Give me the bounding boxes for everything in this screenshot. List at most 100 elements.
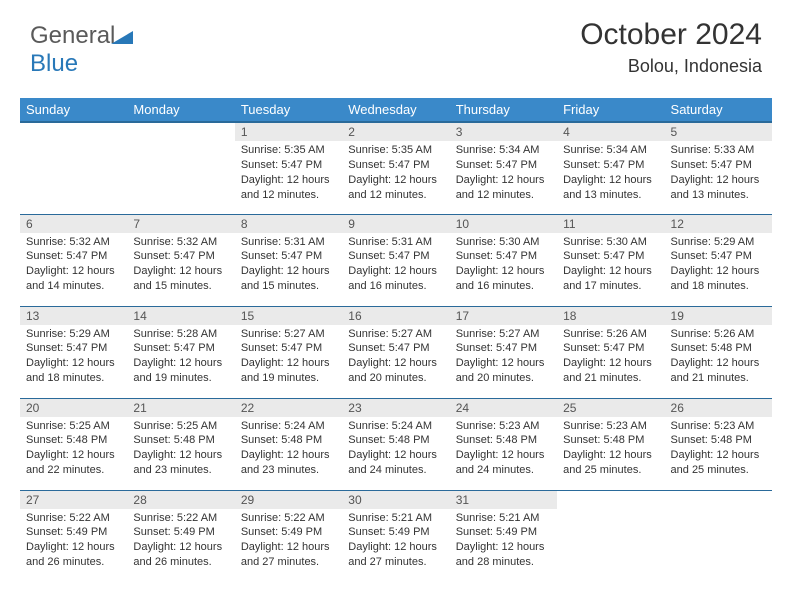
day-details: Sunrise: 5:32 AMSunset: 5:47 PMDaylight:… <box>20 233 127 296</box>
day-number: 10 <box>450 215 557 233</box>
weekday-header: Saturday <box>665 98 772 122</box>
day-details: Sunrise: 5:31 AMSunset: 5:47 PMDaylight:… <box>342 233 449 296</box>
calendar-row: 1Sunrise: 5:35 AMSunset: 5:47 PMDaylight… <box>20 122 772 214</box>
calendar-day-cell: 6Sunrise: 5:32 AMSunset: 5:47 PMDaylight… <box>20 214 127 306</box>
day-number: 3 <box>450 123 557 141</box>
day-number: 17 <box>450 307 557 325</box>
day-details: Sunrise: 5:30 AMSunset: 5:47 PMDaylight:… <box>450 233 557 296</box>
day-details: Sunrise: 5:26 AMSunset: 5:48 PMDaylight:… <box>665 325 772 388</box>
calendar-empty-cell <box>557 490 664 582</box>
calendar-day-cell: 31Sunrise: 5:21 AMSunset: 5:49 PMDayligh… <box>450 490 557 582</box>
day-details: Sunrise: 5:27 AMSunset: 5:47 PMDaylight:… <box>235 325 342 388</box>
logo-triangle-icon <box>111 29 133 45</box>
day-details: Sunrise: 5:29 AMSunset: 5:47 PMDaylight:… <box>20 325 127 388</box>
day-number: 2 <box>342 123 449 141</box>
weekday-header: Tuesday <box>235 98 342 122</box>
day-details: Sunrise: 5:24 AMSunset: 5:48 PMDaylight:… <box>342 417 449 480</box>
day-details: Sunrise: 5:34 AMSunset: 5:47 PMDaylight:… <box>450 141 557 204</box>
calendar-day-cell: 24Sunrise: 5:23 AMSunset: 5:48 PMDayligh… <box>450 398 557 490</box>
calendar-day-cell: 5Sunrise: 5:33 AMSunset: 5:47 PMDaylight… <box>665 122 772 214</box>
day-number: 20 <box>20 399 127 417</box>
day-details: Sunrise: 5:21 AMSunset: 5:49 PMDaylight:… <box>342 509 449 572</box>
day-number: 19 <box>665 307 772 325</box>
day-number: 12 <box>665 215 772 233</box>
day-details: Sunrise: 5:34 AMSunset: 5:47 PMDaylight:… <box>557 141 664 204</box>
month-title: October 2024 <box>580 18 762 52</box>
calendar-day-cell: 1Sunrise: 5:35 AMSunset: 5:47 PMDaylight… <box>235 122 342 214</box>
calendar-day-cell: 23Sunrise: 5:24 AMSunset: 5:48 PMDayligh… <box>342 398 449 490</box>
calendar-day-cell: 22Sunrise: 5:24 AMSunset: 5:48 PMDayligh… <box>235 398 342 490</box>
calendar-day-cell: 12Sunrise: 5:29 AMSunset: 5:47 PMDayligh… <box>665 214 772 306</box>
day-number: 23 <box>342 399 449 417</box>
day-number: 29 <box>235 491 342 509</box>
day-number: 4 <box>557 123 664 141</box>
calendar-day-cell: 17Sunrise: 5:27 AMSunset: 5:47 PMDayligh… <box>450 306 557 398</box>
day-number: 6 <box>20 215 127 233</box>
weekday-header: Thursday <box>450 98 557 122</box>
brand-part2: Blue <box>30 50 78 77</box>
day-details: Sunrise: 5:35 AMSunset: 5:47 PMDaylight:… <box>235 141 342 204</box>
calendar-day-cell: 15Sunrise: 5:27 AMSunset: 5:47 PMDayligh… <box>235 306 342 398</box>
day-number: 9 <box>342 215 449 233</box>
day-number: 1 <box>235 123 342 141</box>
calendar-day-cell: 21Sunrise: 5:25 AMSunset: 5:48 PMDayligh… <box>127 398 234 490</box>
day-details: Sunrise: 5:28 AMSunset: 5:47 PMDaylight:… <box>127 325 234 388</box>
calendar-day-cell: 19Sunrise: 5:26 AMSunset: 5:48 PMDayligh… <box>665 306 772 398</box>
brand-part1: General <box>30 22 115 49</box>
header-right: October 2024 Bolou, Indonesia <box>580 18 762 77</box>
day-details: Sunrise: 5:21 AMSunset: 5:49 PMDaylight:… <box>450 509 557 572</box>
day-number: 26 <box>665 399 772 417</box>
calendar-day-cell: 10Sunrise: 5:30 AMSunset: 5:47 PMDayligh… <box>450 214 557 306</box>
day-number: 11 <box>557 215 664 233</box>
day-number: 18 <box>557 307 664 325</box>
calendar-row: 13Sunrise: 5:29 AMSunset: 5:47 PMDayligh… <box>20 306 772 398</box>
weekday-header-row: SundayMondayTuesdayWednesdayThursdayFrid… <box>20 98 772 122</box>
brand-logo: General Blue <box>30 22 133 78</box>
day-details: Sunrise: 5:23 AMSunset: 5:48 PMDaylight:… <box>557 417 664 480</box>
calendar-day-cell: 18Sunrise: 5:26 AMSunset: 5:47 PMDayligh… <box>557 306 664 398</box>
day-number: 7 <box>127 215 234 233</box>
day-number: 28 <box>127 491 234 509</box>
day-number: 15 <box>235 307 342 325</box>
day-details: Sunrise: 5:27 AMSunset: 5:47 PMDaylight:… <box>450 325 557 388</box>
day-details: Sunrise: 5:33 AMSunset: 5:47 PMDaylight:… <box>665 141 772 204</box>
calendar-day-cell: 28Sunrise: 5:22 AMSunset: 5:49 PMDayligh… <box>127 490 234 582</box>
weekday-header: Monday <box>127 98 234 122</box>
day-details: Sunrise: 5:29 AMSunset: 5:47 PMDaylight:… <box>665 233 772 296</box>
calendar-empty-cell <box>665 490 772 582</box>
weekday-header: Sunday <box>20 98 127 122</box>
calendar-day-cell: 9Sunrise: 5:31 AMSunset: 5:47 PMDaylight… <box>342 214 449 306</box>
calendar-row: 6Sunrise: 5:32 AMSunset: 5:47 PMDaylight… <box>20 214 772 306</box>
day-number: 25 <box>557 399 664 417</box>
calendar-day-cell: 13Sunrise: 5:29 AMSunset: 5:47 PMDayligh… <box>20 306 127 398</box>
day-details: Sunrise: 5:27 AMSunset: 5:47 PMDaylight:… <box>342 325 449 388</box>
calendar-day-cell: 30Sunrise: 5:21 AMSunset: 5:49 PMDayligh… <box>342 490 449 582</box>
day-number: 22 <box>235 399 342 417</box>
day-details: Sunrise: 5:25 AMSunset: 5:48 PMDaylight:… <box>127 417 234 480</box>
calendar-day-cell: 14Sunrise: 5:28 AMSunset: 5:47 PMDayligh… <box>127 306 234 398</box>
day-details: Sunrise: 5:26 AMSunset: 5:47 PMDaylight:… <box>557 325 664 388</box>
calendar-row: 20Sunrise: 5:25 AMSunset: 5:48 PMDayligh… <box>20 398 772 490</box>
day-details: Sunrise: 5:35 AMSunset: 5:47 PMDaylight:… <box>342 141 449 204</box>
calendar-day-cell: 3Sunrise: 5:34 AMSunset: 5:47 PMDaylight… <box>450 122 557 214</box>
day-number: 30 <box>342 491 449 509</box>
day-number: 31 <box>450 491 557 509</box>
calendar-day-cell: 4Sunrise: 5:34 AMSunset: 5:47 PMDaylight… <box>557 122 664 214</box>
location-label: Bolou, Indonesia <box>580 56 762 77</box>
weekday-header: Friday <box>557 98 664 122</box>
calendar-table: SundayMondayTuesdayWednesdayThursdayFrid… <box>20 98 772 582</box>
calendar-row: 27Sunrise: 5:22 AMSunset: 5:49 PMDayligh… <box>20 490 772 582</box>
weekday-header: Wednesday <box>342 98 449 122</box>
day-number: 16 <box>342 307 449 325</box>
day-details: Sunrise: 5:31 AMSunset: 5:47 PMDaylight:… <box>235 233 342 296</box>
day-details: Sunrise: 5:22 AMSunset: 5:49 PMDaylight:… <box>235 509 342 572</box>
calendar-day-cell: 2Sunrise: 5:35 AMSunset: 5:47 PMDaylight… <box>342 122 449 214</box>
day-details: Sunrise: 5:24 AMSunset: 5:48 PMDaylight:… <box>235 417 342 480</box>
day-details: Sunrise: 5:22 AMSunset: 5:49 PMDaylight:… <box>127 509 234 572</box>
day-details: Sunrise: 5:25 AMSunset: 5:48 PMDaylight:… <box>20 417 127 480</box>
calendar-day-cell: 16Sunrise: 5:27 AMSunset: 5:47 PMDayligh… <box>342 306 449 398</box>
day-number: 8 <box>235 215 342 233</box>
day-number: 24 <box>450 399 557 417</box>
day-number: 21 <box>127 399 234 417</box>
day-number: 27 <box>20 491 127 509</box>
